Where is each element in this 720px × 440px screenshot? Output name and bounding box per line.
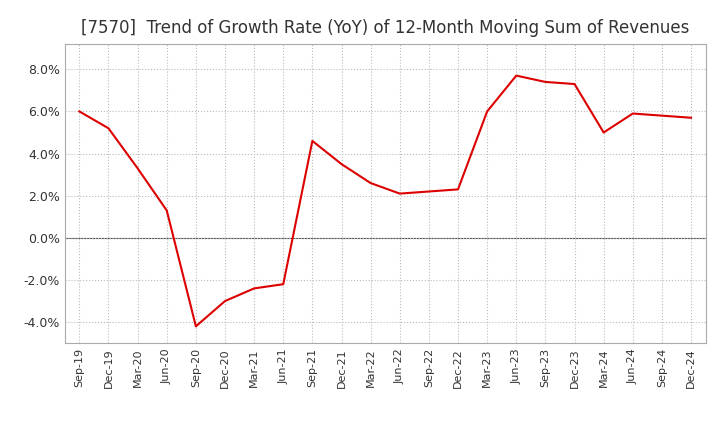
Title: [7570]  Trend of Growth Rate (YoY) of 12-Month Moving Sum of Revenues: [7570] Trend of Growth Rate (YoY) of 12-… [81, 19, 689, 37]
